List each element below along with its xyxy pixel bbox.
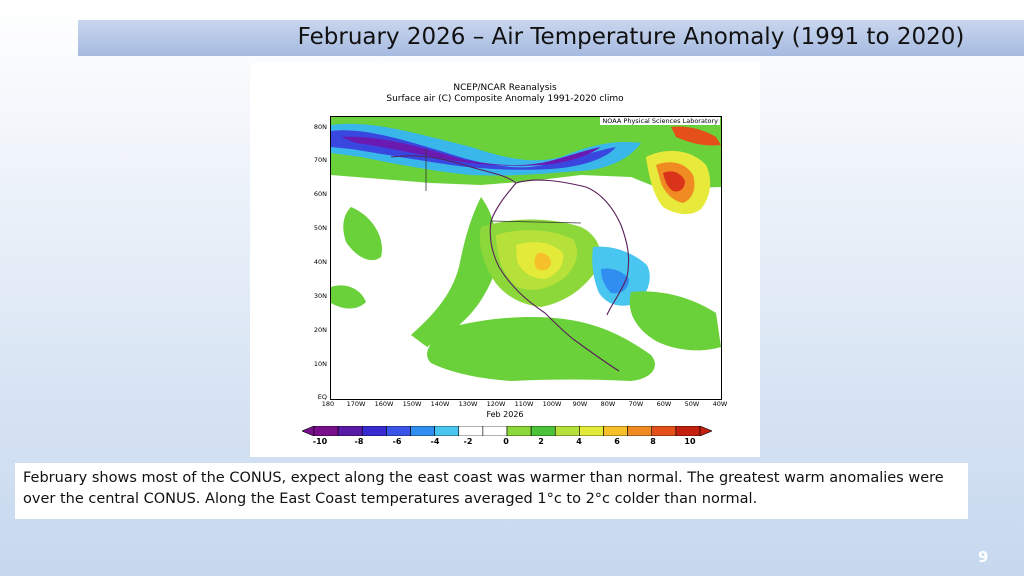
caption-box: February shows most of the CONUS, expect…: [15, 463, 968, 519]
colorbar-label: 0: [503, 437, 509, 446]
colorbar-swatch: [386, 426, 411, 436]
lon-label: 130W: [458, 400, 478, 408]
colorbar-arrow-high: [699, 426, 712, 436]
lon-label: 100W: [542, 400, 562, 408]
colorbar-label: 10: [684, 437, 696, 446]
figure-credit: NOAA Physical Sciences Laboratory: [600, 117, 720, 125]
colorbar: [302, 426, 712, 436]
lat-label: 10N: [313, 360, 327, 368]
lat-label: 80N: [313, 123, 327, 131]
colorbar-label: -8: [354, 437, 364, 446]
lon-label: 70W: [628, 400, 644, 408]
colorbar-swatch: [627, 426, 653, 436]
lat-label: 70N: [313, 156, 327, 164]
colorbar-swatch: [579, 426, 604, 436]
colorbar-label: 4: [576, 437, 582, 446]
lon-label: 120W: [486, 400, 506, 408]
colorbar-label: -2: [463, 437, 473, 446]
colorbar-label: 6: [614, 437, 620, 446]
lon-label: 60W: [656, 400, 672, 408]
lat-label: 60N: [313, 190, 327, 198]
colorbar-swatch: [482, 426, 508, 436]
colorbar-swatch: [313, 426, 339, 436]
colorbar-arrow-low: [302, 426, 315, 436]
colorbar-label: -10: [312, 437, 328, 446]
colorbar-swatch: [651, 426, 677, 436]
lon-label: 40W: [712, 400, 728, 408]
colorbar-swatch: [506, 426, 532, 436]
month-label: Feb 2026: [486, 410, 524, 419]
page-number: 9: [978, 548, 989, 566]
caption-text: February shows most of the CONUS, expect…: [23, 470, 944, 507]
colorbar-label: -6: [392, 437, 402, 446]
anomaly-figure: NCEP/NCAR Reanalysis Surface air (C) Com…: [250, 63, 760, 457]
colorbar-swatch: [434, 426, 460, 436]
slide-title: February 2026 – Air Temperature Anomaly …: [297, 24, 965, 50]
lon-label: 90W: [572, 400, 588, 408]
colorbar-label: -4: [430, 437, 440, 446]
lat-label: 40N: [313, 258, 327, 266]
lon-label: 50W: [684, 400, 700, 408]
figure-header-line2: Surface air (C) Composite Anomaly 1991-2…: [386, 94, 624, 104]
colorbar-swatch: [410, 426, 435, 436]
lat-label: 20N: [313, 326, 327, 334]
lon-label: 80W: [600, 400, 616, 408]
colorbar-swatch: [675, 426, 701, 436]
colorbar-swatch: [530, 426, 556, 436]
colorbar-swatch: [458, 426, 484, 436]
lon-label: 160W: [374, 400, 394, 408]
lon-label: 170W: [346, 400, 366, 408]
lat-label: EQ: [317, 393, 327, 401]
colorbar-label: 8: [650, 437, 656, 446]
colorbar-swatch: [361, 426, 387, 436]
figure-header-line1: NCEP/NCAR Reanalysis: [453, 83, 557, 93]
lon-label: 110W: [514, 400, 534, 408]
lon-label: 140W: [430, 400, 450, 408]
lat-label: 30N: [313, 292, 327, 300]
title-band: February 2026 – Air Temperature Anomaly …: [78, 20, 1024, 56]
lat-label: 50N: [313, 224, 327, 232]
colorbar-swatch: [337, 426, 363, 436]
colorbar-swatch: [603, 426, 628, 436]
lon-label: 150W: [402, 400, 422, 408]
anomaly-map: NOAA Physical Sciences Laboratory: [330, 116, 722, 400]
anomaly-field: [331, 117, 721, 399]
colorbar-label: 2: [538, 437, 544, 446]
lon-label: 180: [321, 400, 335, 408]
colorbar-swatch: [554, 426, 580, 436]
